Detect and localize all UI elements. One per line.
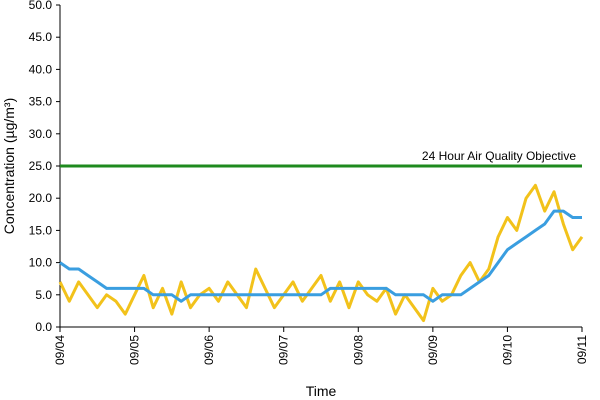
y-tick-label: 35.0 — [29, 95, 53, 109]
y-tick-label: 5.0 — [35, 288, 52, 302]
series-line — [59, 209, 582, 303]
x-tick-label: 09/04 — [53, 335, 67, 365]
y-tick-label: 0.0 — [35, 320, 52, 334]
y-tick-label: 20.0 — [29, 191, 53, 205]
x-tick-label: 09/09 — [426, 335, 440, 365]
y-tick-label: 25.0 — [29, 159, 53, 173]
x-axis-label: Time — [306, 383, 337, 399]
series-line — [58, 183, 584, 323]
x-tick-label: 09/06 — [202, 335, 216, 365]
x-tick-label: 09/10 — [500, 335, 514, 365]
y-tick-label: 50.0 — [29, 0, 53, 12]
y-axis-label: Concentration (µg/m³) — [1, 98, 17, 234]
x-tick-label: 09/05 — [128, 335, 142, 365]
y-tick-label: 40.0 — [29, 62, 53, 76]
reference-label: 24 Hour Air Quality Objective — [422, 149, 576, 163]
y-tick-label: 30.0 — [29, 127, 53, 141]
y-tick-label: 10.0 — [29, 256, 53, 270]
x-tick-label: 09/07 — [277, 335, 291, 365]
x-tick-label: 09/08 — [351, 335, 365, 365]
y-tick-label: 45.0 — [29, 30, 53, 44]
x-tick-label: 09/11 — [575, 335, 589, 364]
y-tick-label: 15.0 — [29, 223, 53, 237]
